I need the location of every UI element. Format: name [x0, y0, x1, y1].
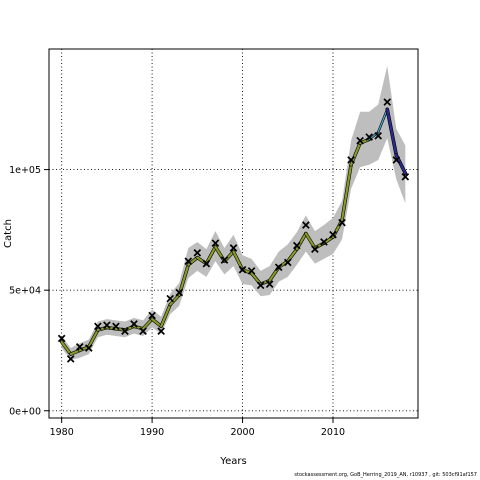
observed-point-1982: [75, 343, 84, 351]
observed-point-2010: [329, 230, 337, 239]
observed-point-1995: [193, 248, 202, 257]
observed-point-2015: [374, 132, 383, 140]
observed-point-1988: [130, 320, 138, 328]
observed-point-1980: [57, 334, 66, 343]
model-line-segment-19: [232, 250, 244, 271]
x-tick-label-0: 1980: [50, 427, 74, 438]
observed-point-2014: [365, 133, 373, 141]
observed-point-2018: [401, 173, 410, 181]
observed-point-1997: [211, 239, 220, 247]
observed-point-2005: [283, 258, 292, 267]
observed-point-1986: [112, 322, 120, 331]
x-tick-label-2: 2000: [230, 427, 254, 438]
observed-point-1998: [220, 256, 229, 264]
model-line-segment-11: [160, 303, 172, 328]
observed-point-1981: [66, 355, 75, 363]
observed-point-2004: [274, 263, 283, 272]
observed-point-1992: [166, 294, 174, 303]
y-tick-label-0: 0e+00: [9, 406, 41, 417]
model-line-segment-0: [60, 340, 72, 356]
x-tick-label-3: 2010: [321, 427, 345, 438]
model-line-segment-3: [87, 328, 99, 348]
x-tick-label-1: 1990: [140, 427, 164, 438]
observed-point-2000: [238, 265, 247, 274]
footer-credit: stockassessment.org, GoB_Herring_2019_AN…: [294, 472, 477, 478]
model-line-segment-25: [286, 248, 298, 263]
observed-point-2009: [320, 238, 328, 246]
model-line-segment-36: [386, 108, 398, 157]
observed-point-1996: [202, 259, 211, 268]
y-axis: 0e+00 5e+04 1e+05: [9, 165, 49, 417]
observed-point-2013: [356, 136, 364, 145]
model-line-segment-16: [205, 245, 217, 265]
observed-point-2016: [383, 98, 392, 106]
plot-frame: [48, 48, 419, 419]
observed-point-2008: [311, 245, 319, 253]
model-line-segment-10: [151, 318, 163, 328]
observed-markers: [57, 98, 410, 363]
observed-point-1984: [94, 322, 102, 331]
observed-point-2003: [265, 280, 274, 288]
observed-point-1991: [157, 327, 165, 335]
observed-point-2017: [392, 156, 401, 164]
observed-point-1983: [84, 344, 93, 352]
model-line-segment-29: [322, 236, 335, 245]
observed-point-2007: [302, 221, 310, 229]
model-line-segment-27: [304, 232, 316, 250]
observed-point-1987: [121, 327, 129, 335]
observed-point-1985: [103, 321, 111, 329]
x-axis: 1980 1990 2000 2010: [50, 418, 345, 438]
observed-point-1989: [139, 327, 147, 335]
observed-point-2001: [247, 267, 256, 275]
observed-point-2006: [293, 241, 301, 250]
model-line-segment-31: [340, 163, 353, 222]
model-line-segment-12: [169, 293, 181, 306]
model-line-segment-9: [141, 318, 154, 330]
y-tick-label-1: 5e+04: [9, 286, 41, 297]
observed-point-2012: [347, 156, 355, 164]
observed-point-1994: [184, 257, 193, 266]
observed-point-1990: [148, 311, 156, 320]
y-axis-title: Catch: [3, 219, 14, 248]
y-tick-label-2: 1e+05: [9, 165, 41, 176]
observed-point-1999: [229, 244, 238, 252]
x-axis-title: Years: [219, 456, 246, 467]
model-line-segment-21: [250, 272, 262, 286]
model-line-segment-35: [377, 108, 388, 133]
observed-point-2002: [256, 281, 265, 290]
observed-point-2011: [338, 218, 346, 227]
observed-point-1993: [175, 288, 184, 297]
